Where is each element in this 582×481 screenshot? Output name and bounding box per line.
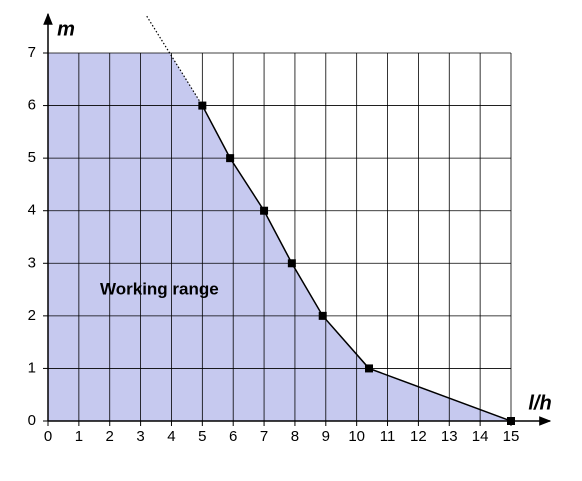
marker <box>365 364 374 373</box>
marker <box>507 417 515 425</box>
x-tick-label: 9 <box>322 428 330 445</box>
x-tick-label: 10 <box>348 428 365 445</box>
x-tick-label: 0 <box>44 428 52 445</box>
marker <box>198 101 207 110</box>
x-tick-label: 5 <box>198 428 206 445</box>
x-tick-label: 4 <box>167 428 175 445</box>
x-tick-label: 13 <box>441 428 458 445</box>
y-tick-label: 6 <box>28 97 36 114</box>
y-tick-label: 7 <box>28 44 36 61</box>
marker <box>226 154 235 163</box>
marker <box>260 206 269 215</box>
marker <box>318 311 327 320</box>
x-tick-label: 11 <box>380 428 396 445</box>
x-tick-label: 7 <box>260 428 268 445</box>
working-area <box>48 53 511 421</box>
x-tick-label: 15 <box>503 428 520 445</box>
x-tick-label: 8 <box>291 428 299 445</box>
x-tick-label: 12 <box>410 428 427 445</box>
marker <box>287 259 296 268</box>
y-tick-label: 2 <box>28 307 36 324</box>
x-tick-label: 6 <box>229 428 237 445</box>
y-tick-label: 4 <box>28 202 36 219</box>
x-tick-label: 3 <box>136 428 144 445</box>
y-tick-label: 5 <box>28 149 36 166</box>
y-tick-label: 1 <box>28 359 36 376</box>
y-tick-label: 3 <box>28 254 36 271</box>
x-tick-label: 14 <box>472 428 489 445</box>
x-axis-title: l/h <box>528 392 551 414</box>
x-tick-label: 1 <box>75 428 83 445</box>
y-axis-title: m <box>57 18 75 40</box>
extrapolation-line <box>146 15 203 106</box>
annotation: Working range <box>100 279 219 298</box>
x-tick-label: 2 <box>106 428 114 445</box>
y-tick-label: 0 <box>28 412 36 429</box>
